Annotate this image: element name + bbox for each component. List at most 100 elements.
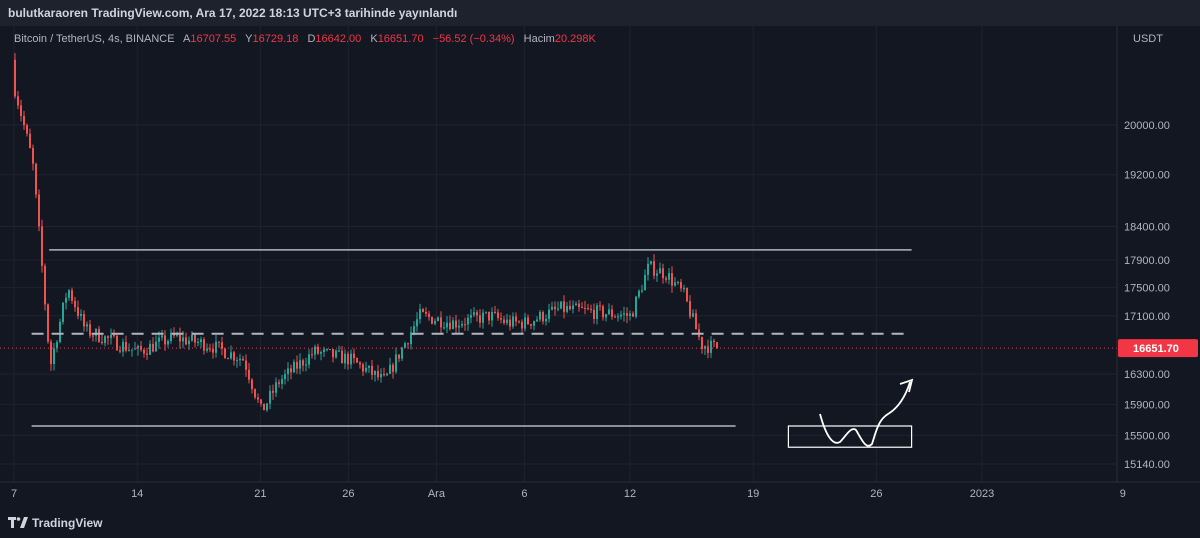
candle-body	[569, 306, 571, 310]
candle-body	[335, 350, 337, 358]
candle-body	[353, 353, 355, 359]
candle-body	[119, 350, 121, 352]
candle-body	[227, 358, 229, 360]
candle-body	[50, 341, 52, 364]
price-tick-label: 18400.00	[1124, 222, 1170, 234]
candle-body	[647, 263, 649, 275]
price-tick-label: 15140.00	[1124, 459, 1170, 471]
candle-body	[437, 317, 439, 321]
candle-body	[419, 309, 421, 320]
price-chart[interactable]: USDT 20000.00 19200.00 18400.00 17900.00 1750…	[0, 26, 1200, 508]
last-price-tag	[1118, 339, 1198, 358]
candle-body	[143, 349, 145, 354]
candle-body	[182, 337, 184, 342]
tradingview-logo[interactable]: TradingView	[8, 516, 102, 530]
candle-body	[401, 347, 403, 359]
candle-body	[344, 353, 346, 364]
price-axis[interactable]: USDT 20000.00 19200.00 18400.00 17900.00 1750…	[1116, 26, 1200, 482]
candle-body	[326, 349, 328, 351]
candle-body	[584, 308, 586, 310]
candle-body	[77, 307, 79, 316]
change-value: −56.52 (−0.34%)	[432, 33, 515, 45]
time-tick-label: 26	[870, 488, 882, 500]
candle-body	[149, 343, 151, 355]
candle-body	[407, 343, 409, 345]
candle-body	[104, 336, 106, 344]
candle-body	[272, 390, 274, 393]
candle-body	[98, 328, 100, 342]
candles-layer	[14, 53, 718, 412]
candle-body	[662, 268, 664, 279]
candle-body	[212, 349, 214, 353]
candle-body	[257, 397, 259, 400]
candle-body	[440, 317, 442, 328]
close-label: K	[370, 33, 378, 45]
candle-body	[320, 352, 322, 354]
candle-body	[374, 371, 376, 375]
candle-body	[395, 354, 397, 372]
candle-body	[680, 282, 682, 289]
tradingview-logo-icon	[8, 517, 28, 528]
publish-header: bulutkaraoren TradingView.com, Ara 17, 2…	[0, 0, 1200, 26]
price-axis-bg	[1117, 26, 1200, 482]
candle-body	[392, 364, 394, 372]
candle-body	[41, 226, 43, 266]
candle-body	[494, 311, 496, 313]
high-value: 16729.18	[252, 33, 299, 45]
candle-body	[239, 358, 241, 361]
candle-body	[71, 290, 73, 301]
candle-body	[197, 342, 199, 344]
candle-body	[95, 328, 97, 336]
volume-label: Hacim	[523, 33, 555, 45]
candle-body	[575, 303, 577, 306]
candle-body	[506, 319, 508, 324]
price-tick-label: 19200.00	[1124, 170, 1170, 182]
candle-body	[293, 361, 295, 373]
candle-body	[203, 339, 205, 351]
candle-body	[626, 313, 628, 316]
candle-body	[92, 335, 94, 337]
candle-body	[14, 59, 16, 97]
projection-arrow-head	[899, 378, 914, 393]
candle-body	[524, 317, 526, 329]
candle-body	[518, 321, 520, 323]
candle-body	[251, 379, 253, 390]
candle-body	[125, 342, 127, 351]
candle-body	[602, 306, 604, 318]
candle-body	[275, 382, 277, 393]
candle-body	[38, 194, 40, 227]
candle-body	[473, 312, 475, 315]
candle-body	[542, 312, 544, 322]
candle-body	[230, 352, 232, 359]
candle-body	[500, 318, 502, 320]
candle-body	[425, 311, 427, 314]
candle-body	[32, 147, 34, 164]
candle-body	[218, 341, 220, 343]
candle-body	[449, 322, 451, 330]
candle-body	[446, 322, 448, 328]
candle-body	[47, 304, 49, 342]
time-axis[interactable]: 7 14 21 26 Ara 6 12 19 26 2023 9	[0, 481, 1200, 508]
candle-body	[530, 324, 532, 326]
chart-grid	[0, 26, 1124, 482]
candle-body	[146, 353, 148, 355]
candle-body	[422, 309, 424, 312]
candle-body	[650, 261, 652, 264]
candle-body	[281, 379, 283, 384]
candle-body	[572, 305, 574, 310]
candle-body	[566, 306, 568, 312]
candle-body	[134, 348, 136, 350]
candle-body	[206, 348, 208, 351]
candle-body	[596, 305, 598, 320]
candle-body	[158, 337, 160, 342]
candle-body	[476, 312, 478, 316]
candle-body	[653, 261, 655, 276]
candle-body	[479, 315, 481, 323]
candle-body	[113, 335, 115, 337]
candle-body	[455, 320, 457, 328]
candle-body	[458, 325, 460, 328]
candle-body	[290, 368, 292, 373]
candle-body	[683, 288, 685, 290]
candle-body	[713, 340, 715, 343]
candle-body	[632, 313, 634, 317]
